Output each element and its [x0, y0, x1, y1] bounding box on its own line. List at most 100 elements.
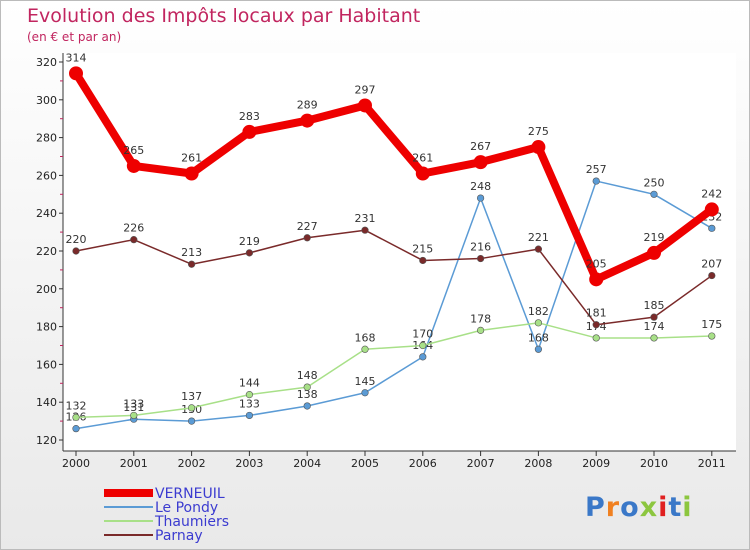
data-label: 283 — [239, 110, 260, 123]
data-point — [419, 341, 427, 350]
series-le-pondy: 126131130133138145164248168257250232 — [66, 163, 722, 433]
x-tick-label: 2001 — [120, 457, 148, 470]
data-label: 145 — [355, 375, 376, 388]
data-point — [245, 411, 253, 420]
data-point — [477, 254, 485, 263]
data-label: 219 — [644, 231, 665, 244]
data-label: 297 — [355, 83, 376, 96]
y-tick-label: 140 — [36, 396, 57, 409]
data-label: 257 — [586, 163, 607, 176]
x-tick-label: 2003 — [235, 457, 263, 470]
x-tick-label: 2006 — [409, 457, 437, 470]
legend-label: Le Pondy — [155, 500, 218, 516]
data-point — [650, 334, 658, 342]
data-label: 182 — [528, 305, 549, 318]
data-point — [130, 236, 138, 244]
data-label: 226 — [123, 222, 144, 235]
data-point — [415, 166, 430, 181]
x-tick-label: 2007 — [467, 457, 495, 470]
data-label: 248 — [470, 180, 491, 193]
data-point — [245, 391, 253, 399]
data-label: 131 — [123, 401, 144, 414]
data-point — [704, 202, 719, 217]
data-point — [534, 319, 543, 327]
data-label: 216 — [470, 241, 491, 254]
series-verneuil: 314 265 261 283 289 297 261 267 275 205 219 242 — [66, 51, 722, 287]
data-point — [245, 249, 253, 257]
data-point — [477, 194, 485, 202]
y-tick-label: 280 — [36, 132, 57, 145]
data-point — [69, 66, 83, 81]
logo-letter: x — [639, 492, 659, 523]
data-point — [708, 332, 716, 340]
data-point — [184, 166, 199, 181]
plot-area — [63, 53, 736, 451]
data-label: 261 — [181, 152, 202, 165]
data-label: 168 — [528, 331, 549, 344]
data-point — [419, 353, 427, 361]
data-point — [303, 234, 311, 242]
data-label: 133 — [123, 397, 144, 410]
data-point — [188, 260, 196, 268]
data-label: 221 — [528, 231, 549, 244]
y-tick-label: 220 — [36, 245, 57, 258]
logo-letter: t — [668, 492, 683, 523]
y-tick-label: 200 — [36, 283, 57, 296]
data-point — [592, 177, 600, 185]
data-point — [419, 256, 427, 265]
series-parnay: 220 226 213 219 227 231 215 216 221 181 185 207 — [66, 212, 722, 329]
data-label: 181 — [586, 307, 607, 320]
data-label: 267 — [470, 140, 491, 153]
data-point — [361, 345, 369, 353]
data-point — [534, 345, 543, 353]
x-tick-label: 2005 — [351, 457, 379, 470]
x-tick-label: 2008 — [524, 457, 552, 470]
series-thaumiers: 132133137144148168170178182174174175 — [66, 305, 722, 421]
data-label: 138 — [297, 388, 318, 401]
data-point — [361, 389, 369, 397]
data-label: 220 — [66, 233, 87, 246]
data-label: 219 — [239, 235, 260, 248]
y-tick-label: 120 — [36, 434, 57, 447]
data-point — [534, 245, 543, 253]
logo-letter: o — [620, 492, 640, 523]
x-tick-label: 2002 — [178, 457, 206, 470]
y-tick-label: 260 — [36, 169, 57, 182]
data-point — [477, 326, 485, 334]
data-label: 132 — [66, 399, 87, 412]
logo-letter: r — [605, 492, 621, 523]
data-point — [126, 158, 141, 173]
data-point — [188, 417, 196, 425]
logo-letter: P — [585, 492, 606, 523]
data-point — [708, 271, 716, 280]
data-label: 261 — [412, 152, 433, 165]
data-point — [72, 425, 80, 433]
data-point — [72, 247, 80, 255]
data-point — [473, 155, 488, 170]
y-tick-label: 180 — [36, 321, 57, 334]
data-label: 178 — [470, 312, 491, 325]
data-label: 215 — [412, 242, 433, 255]
data-point — [188, 404, 196, 412]
logo-letter: i — [658, 492, 669, 523]
data-label: 133 — [239, 397, 260, 410]
legend-label: VERNEUIL — [155, 486, 225, 502]
data-label: 207 — [701, 258, 722, 271]
data-point — [650, 313, 658, 321]
data-label: 314 — [66, 51, 87, 64]
data-label: 174 — [644, 320, 665, 333]
y-tick-label: 160 — [36, 358, 57, 371]
series-line — [72, 71, 715, 284]
data-label: 144 — [239, 377, 260, 390]
data-label: 250 — [644, 176, 665, 189]
series-line — [75, 180, 713, 430]
data-label: 205 — [586, 257, 607, 270]
data-point — [130, 411, 138, 420]
proxiti-logo: Proxiti — [585, 492, 693, 523]
data-label: 242 — [701, 187, 722, 200]
data-point — [242, 124, 257, 139]
x-tick-label: 2010 — [640, 457, 668, 470]
